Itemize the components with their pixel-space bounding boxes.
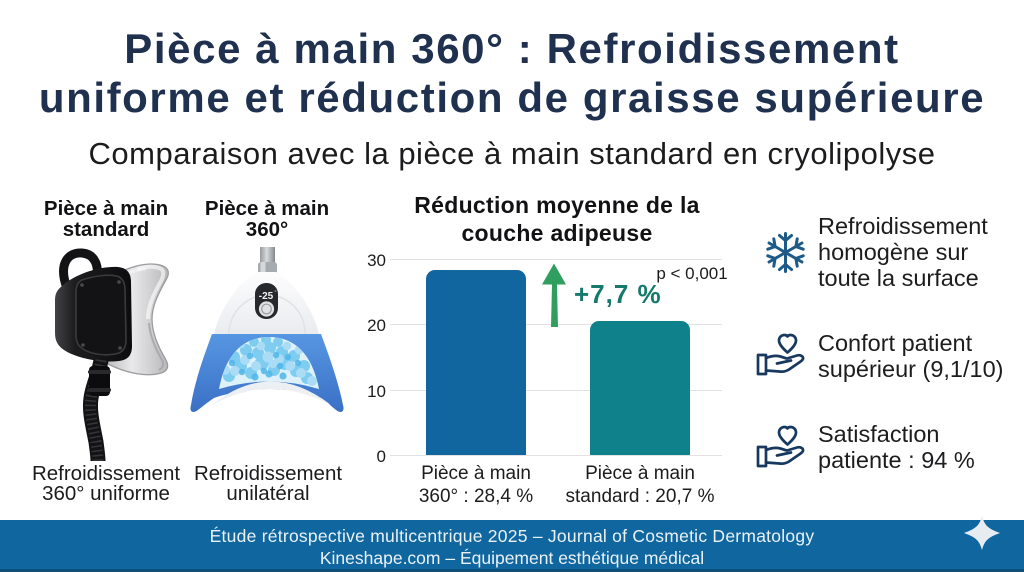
- svg-text:°: °: [274, 290, 276, 296]
- svg-text:-25: -25: [259, 291, 274, 302]
